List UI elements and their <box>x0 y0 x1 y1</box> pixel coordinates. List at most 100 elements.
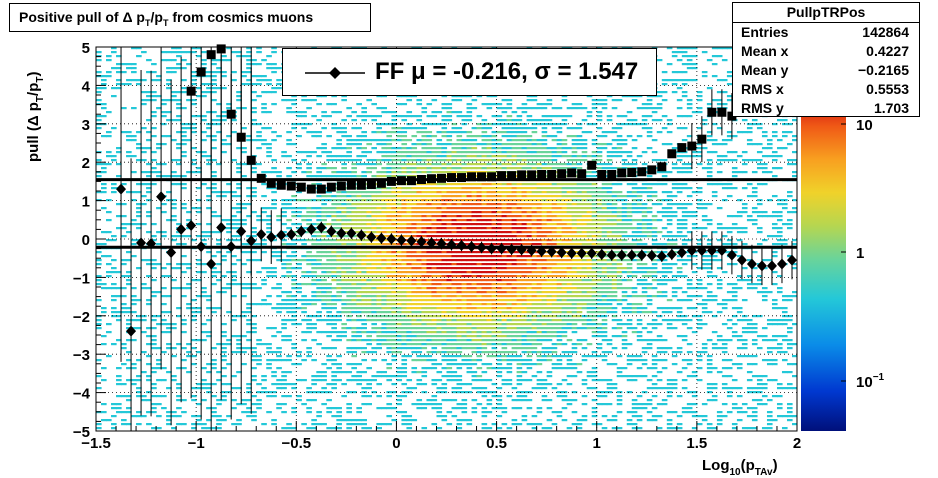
heatmap-cell <box>176 67 182 70</box>
heatmap-cell <box>281 411 287 414</box>
heatmap-cell <box>536 311 543 314</box>
heatmap-cell <box>541 295 548 298</box>
heatmap-cell <box>401 155 408 158</box>
heatmap-cell <box>341 171 347 174</box>
heatmap-cell <box>446 159 453 162</box>
heatmap-cell <box>241 335 247 338</box>
heatmap-cell <box>466 95 473 98</box>
heatmap-cell <box>161 163 167 166</box>
heatmap-cell <box>341 327 347 330</box>
heatmap-cell <box>231 191 237 194</box>
heatmap-cell <box>466 419 473 422</box>
heatmap-cell <box>411 127 418 130</box>
heatmap-cell <box>421 291 428 294</box>
heatmap-cell <box>146 215 152 218</box>
heatmap-cell <box>371 195 377 198</box>
heatmap-cell <box>541 127 548 130</box>
heatmap-cell <box>511 167 518 170</box>
heatmap-cell <box>316 283 322 286</box>
heatmap-cell <box>406 163 413 166</box>
heatmap-cell <box>456 143 463 146</box>
heatmap-cell <box>241 403 247 406</box>
heatmap-cell <box>396 315 403 318</box>
heatmap-cell <box>476 183 483 186</box>
heatmap-cell <box>96 423 102 426</box>
heatmap-cell <box>276 303 282 306</box>
heatmap-cell <box>541 347 548 350</box>
heatmap-cell <box>286 203 292 206</box>
heatmap-cell <box>486 167 493 170</box>
heatmap-cell <box>361 239 367 242</box>
heatmap-cell <box>466 363 473 366</box>
heatmap-cell <box>466 199 473 202</box>
heatmap-cell <box>516 347 523 350</box>
heatmap-cell <box>171 287 177 290</box>
heatmap-cell <box>196 199 202 202</box>
heatmap-cell <box>541 135 548 138</box>
heatmap-cell <box>246 83 252 86</box>
heatmap-cell <box>381 243 388 246</box>
heatmap-cell <box>461 131 468 134</box>
heatmap-cell <box>466 203 473 206</box>
heatmap-cell <box>171 379 177 382</box>
heatmap-cell <box>456 115 463 118</box>
heatmap-cell <box>171 119 177 122</box>
heatmap-cell <box>391 323 398 326</box>
heatmap-cell <box>171 347 177 350</box>
heatmap-cell <box>261 391 267 394</box>
heatmap-cell <box>511 315 518 318</box>
heatmap-cell <box>406 427 413 430</box>
heatmap-cell <box>561 183 568 186</box>
heatmap-cell <box>436 263 443 266</box>
heatmap-cell <box>281 251 287 254</box>
heatmap-cell <box>401 187 408 190</box>
heatmap-cell <box>476 215 483 218</box>
heatmap-cell <box>311 379 317 382</box>
heatmap-cell <box>246 71 252 74</box>
heatmap-cell <box>126 231 132 234</box>
heatmap-cell <box>461 303 468 306</box>
heatmap-cell <box>391 119 398 122</box>
heatmap-cell <box>531 319 538 322</box>
heatmap-cell <box>486 379 493 382</box>
heatmap-cell <box>386 339 393 342</box>
heatmap-cell <box>291 387 297 390</box>
heatmap-cell <box>536 195 543 198</box>
heatmap-cell <box>431 383 438 386</box>
heatmap-cell <box>291 343 297 346</box>
heatmap-cell <box>326 159 332 162</box>
heatmap-cell <box>221 275 227 278</box>
heatmap-cell <box>406 123 413 126</box>
heatmap-cell <box>491 291 498 294</box>
heatmap-cell <box>536 275 543 278</box>
heatmap-cell <box>461 187 468 190</box>
heatmap-cell <box>206 235 212 238</box>
heatmap-cell <box>451 231 458 234</box>
heatmap-cell <box>286 335 292 338</box>
heatmap-cell <box>441 215 448 218</box>
heatmap-cell <box>441 399 448 402</box>
heatmap-cell <box>216 115 222 118</box>
heatmap-cell <box>256 403 262 406</box>
heatmap-cell <box>531 123 538 126</box>
heatmap-cell <box>351 287 357 290</box>
heatmap-cell <box>266 347 272 350</box>
heatmap-cell <box>546 123 553 126</box>
heatmap-cell <box>436 219 443 222</box>
heatmap-cell <box>161 367 167 370</box>
heatmap-cell <box>341 203 347 206</box>
heatmap-cell <box>171 95 177 98</box>
heatmap-cell <box>256 215 262 218</box>
heatmap-cell <box>451 347 458 350</box>
heatmap-cell <box>291 411 297 414</box>
heatmap-cell <box>191 127 197 130</box>
heatmap-cell <box>541 183 548 186</box>
heatmap-cell <box>561 191 568 194</box>
heatmap-cell <box>396 287 403 290</box>
heatmap-cell <box>231 255 237 258</box>
heatmap-cell <box>546 351 553 354</box>
heatmap-cell <box>146 171 152 174</box>
heatmap-cell <box>311 359 317 362</box>
heatmap-cell <box>556 131 563 134</box>
heatmap-cell <box>116 311 122 314</box>
